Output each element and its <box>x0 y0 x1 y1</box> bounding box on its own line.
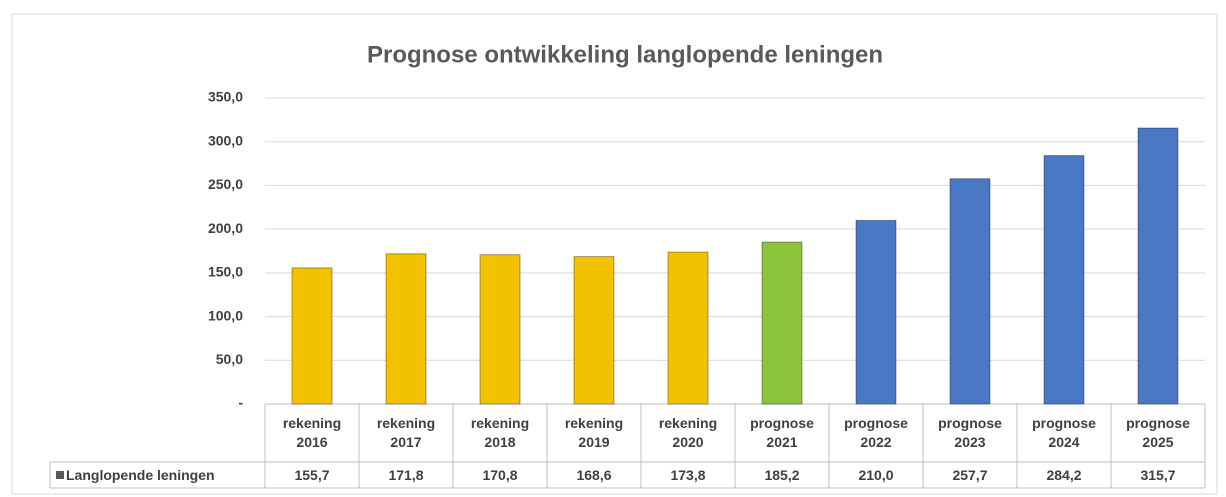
legend-label: Langlopende leningen <box>66 462 263 488</box>
bar <box>573 256 615 405</box>
x-tick-label-text: prognose 2025 <box>1126 415 1190 450</box>
bar <box>1137 127 1179 405</box>
y-tick-label: 150,0 <box>208 264 243 280</box>
data-label: 171,8 <box>359 462 453 488</box>
bar <box>291 267 333 405</box>
x-tick-label: rekening 2019 <box>547 404 641 462</box>
x-tick-label-text: rekening 2018 <box>470 415 530 450</box>
x-tick-label-text: prognose 2021 <box>750 415 814 450</box>
x-tick-label: prognose 2023 <box>923 404 1017 462</box>
data-label: 284,2 <box>1017 462 1111 488</box>
x-tick-label: rekening 2020 <box>641 404 735 462</box>
x-tick-label: prognose 2024 <box>1017 404 1111 462</box>
data-label: 155,7 <box>265 462 359 488</box>
data-label-text: 173,8 <box>670 467 706 483</box>
y-tick-label: - <box>238 395 243 411</box>
data-label-text: 210,0 <box>858 467 894 483</box>
data-label-text: 284,2 <box>1046 467 1082 483</box>
x-tick-label: rekening 2017 <box>359 404 453 462</box>
data-label-text: 257,7 <box>952 467 988 483</box>
y-tick-label: 100,0 <box>208 307 243 323</box>
y-tick-label: 300,0 <box>208 132 243 148</box>
x-tick-label-text: rekening 2016 <box>282 415 342 450</box>
data-label: 168,6 <box>547 462 641 488</box>
data-label: 170,8 <box>453 462 547 488</box>
x-tick-label-text: rekening 2017 <box>376 415 436 450</box>
data-label-text: 171,8 <box>388 467 424 483</box>
data-label: 257,7 <box>923 462 1017 488</box>
chart-frame <box>11 13 1218 495</box>
y-tick-label: 50,0 <box>216 351 243 367</box>
data-label-text: 185,2 <box>764 467 800 483</box>
data-label-text: 155,7 <box>294 467 330 483</box>
data-label-text: 168,6 <box>576 467 612 483</box>
x-tick-label-text: rekening 2020 <box>658 415 718 450</box>
bar <box>761 241 803 405</box>
y-tick-label: 250,0 <box>208 176 243 192</box>
bar <box>479 254 521 405</box>
data-label: 173,8 <box>641 462 735 488</box>
bar <box>949 178 991 405</box>
data-label: 185,2 <box>735 462 829 488</box>
x-tick-label-text: prognose 2023 <box>938 415 1002 450</box>
x-tick-label: prognose 2022 <box>829 404 923 462</box>
data-label: 315,7 <box>1111 462 1205 488</box>
x-tick-label: prognose 2021 <box>735 404 829 462</box>
bar <box>667 251 709 405</box>
y-tick-label: 200,0 <box>208 220 243 236</box>
y-tick-label: 350,0 <box>208 89 243 105</box>
x-tick-label: rekening 2016 <box>265 404 359 462</box>
x-tick-label-text: prognose 2024 <box>1032 415 1096 450</box>
data-label-text: 315,7 <box>1140 467 1176 483</box>
legend-key <box>56 471 64 479</box>
bar <box>1043 155 1085 405</box>
bar <box>385 253 427 405</box>
legend-label-text: Langlopende leningen <box>66 467 215 483</box>
data-label-text: 170,8 <box>482 467 518 483</box>
bar <box>855 219 897 405</box>
data-label: 210,0 <box>829 462 923 488</box>
chart-title: Prognose ontwikkeling langlopende lening… <box>367 41 883 68</box>
x-tick-label-text: rekening 2019 <box>564 415 624 450</box>
x-tick-label: prognose 2025 <box>1111 404 1205 462</box>
x-tick-label-text: prognose 2022 <box>844 415 908 450</box>
x-tick-label: rekening 2018 <box>453 404 547 462</box>
